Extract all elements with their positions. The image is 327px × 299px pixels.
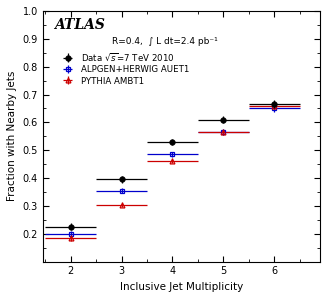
Legend: Data $\sqrt{s}$=7 TeV 2010, ALPGEN+HERWIG AUET1, PYTHIA AMBT1: Data $\sqrt{s}$=7 TeV 2010, ALPGEN+HERWI… — [58, 52, 189, 86]
X-axis label: Inclusive Jet Multiplicity: Inclusive Jet Multiplicity — [120, 282, 243, 292]
Text: R=0.4,  ∫ L dt=2.4 pb⁻¹: R=0.4, ∫ L dt=2.4 pb⁻¹ — [112, 37, 218, 46]
Text: ATLAS: ATLAS — [54, 19, 105, 33]
Y-axis label: Fraction with Nearby Jets: Fraction with Nearby Jets — [7, 71, 17, 202]
